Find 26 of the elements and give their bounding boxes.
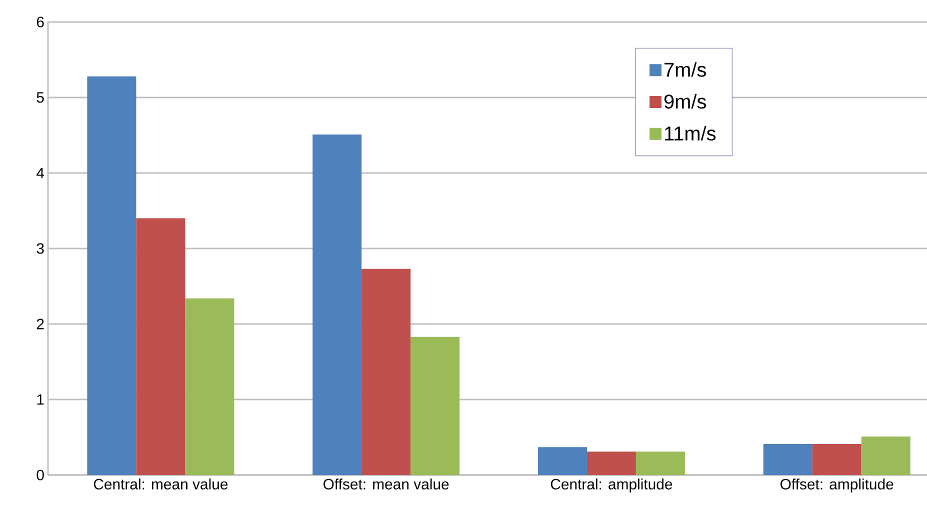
legend-label: 9m/s bbox=[664, 94, 706, 109]
legend-label: 11m/s bbox=[665, 126, 716, 141]
y-tick-label: 2 bbox=[36, 318, 44, 330]
bar bbox=[861, 436, 910, 475]
legend-label: 7m/s bbox=[664, 62, 706, 77]
y-tick-label: 4 bbox=[36, 168, 44, 178]
bar bbox=[586, 452, 636, 475]
x-tick-label: Central: amplitude bbox=[550, 478, 672, 492]
bar bbox=[538, 447, 587, 475]
bar bbox=[410, 336, 460, 475]
y-tick-label: 0 bbox=[36, 470, 44, 480]
bar bbox=[636, 452, 685, 475]
x-tick-label: Offset: amplitude bbox=[780, 478, 894, 492]
y-tick-label: 3 bbox=[36, 243, 44, 254]
bar bbox=[136, 218, 186, 475]
x-tick-label: Central: mean value bbox=[94, 478, 228, 490]
y-tick-label: 6 bbox=[36, 16, 44, 28]
y-tick-label: 1 bbox=[37, 394, 44, 405]
bar bbox=[362, 268, 411, 475]
bar bbox=[763, 444, 812, 475]
bar bbox=[87, 76, 136, 475]
bar bbox=[312, 134, 362, 475]
x-tick-label: Offset: mean value bbox=[324, 478, 449, 490]
bar bbox=[185, 298, 234, 475]
bar bbox=[812, 444, 862, 475]
y-tick-label: 5 bbox=[36, 92, 44, 103]
